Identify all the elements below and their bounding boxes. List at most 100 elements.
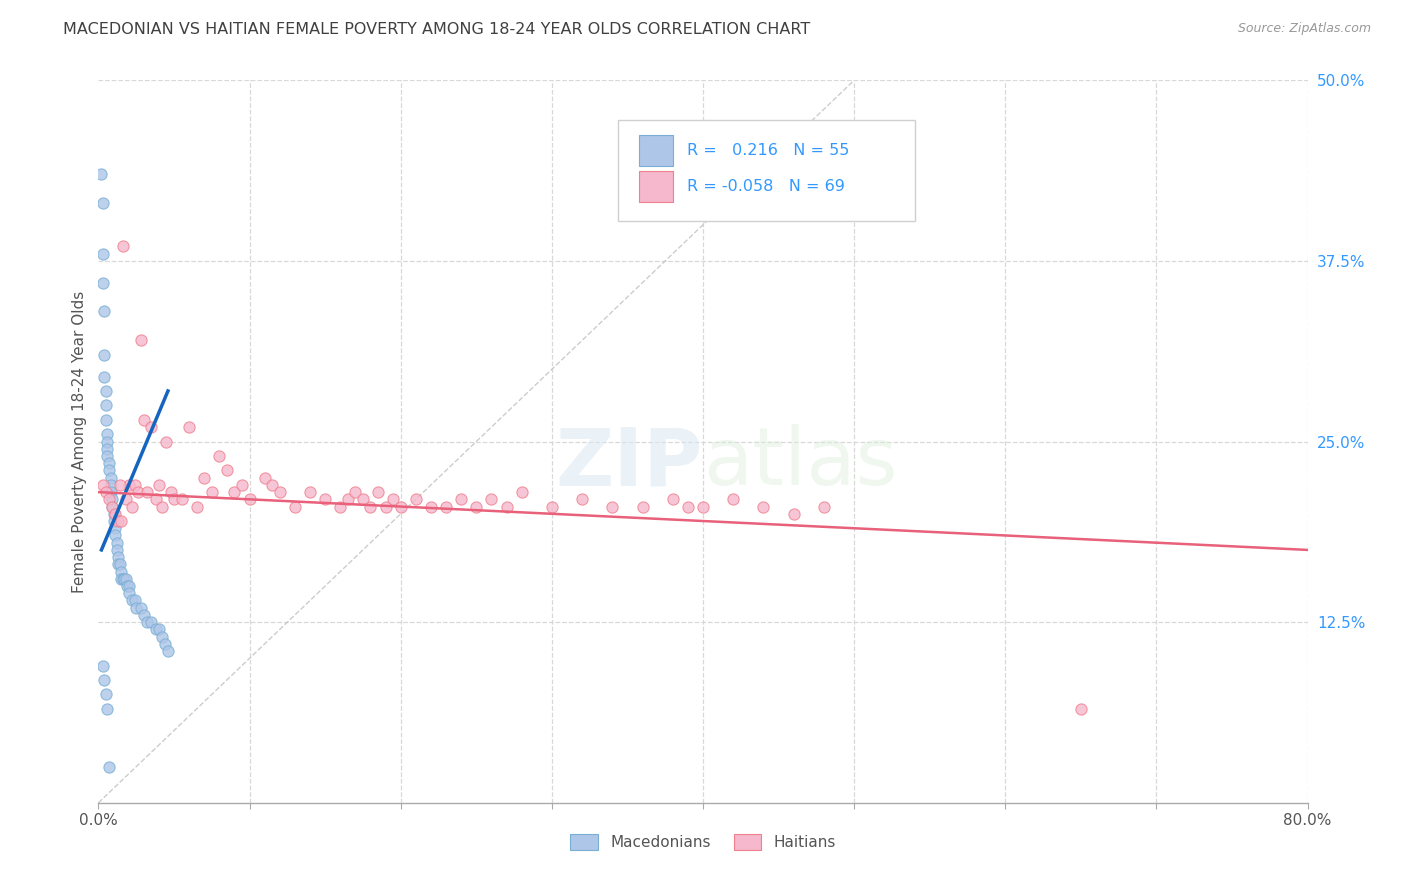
Point bbox=[148, 623, 170, 637]
Point bbox=[201, 485, 224, 500]
Point bbox=[253, 470, 276, 484]
Point bbox=[104, 507, 127, 521]
FancyBboxPatch shape bbox=[638, 171, 673, 202]
Text: ZIP: ZIP bbox=[555, 425, 703, 502]
Point bbox=[91, 658, 114, 673]
Point bbox=[723, 492, 745, 507]
Point bbox=[114, 572, 136, 586]
Point bbox=[96, 702, 118, 716]
Point bbox=[783, 507, 806, 521]
Point bbox=[101, 492, 124, 507]
Point bbox=[602, 500, 624, 514]
Point bbox=[224, 485, 246, 500]
Point bbox=[1070, 702, 1092, 716]
Point bbox=[98, 456, 121, 470]
Point bbox=[101, 500, 124, 514]
Point bbox=[96, 434, 118, 449]
Point bbox=[98, 760, 121, 774]
Point bbox=[98, 492, 121, 507]
Point bbox=[108, 558, 131, 572]
Point bbox=[434, 500, 457, 514]
Point bbox=[405, 492, 427, 507]
Point bbox=[129, 334, 152, 348]
Text: atlas: atlas bbox=[703, 425, 897, 502]
Point bbox=[115, 579, 138, 593]
Point bbox=[495, 500, 517, 514]
Point bbox=[153, 637, 176, 651]
Point bbox=[124, 593, 146, 607]
Point bbox=[163, 492, 186, 507]
Point bbox=[676, 500, 699, 514]
FancyBboxPatch shape bbox=[638, 136, 673, 166]
Point bbox=[93, 673, 115, 687]
Point bbox=[127, 485, 149, 500]
Point bbox=[101, 500, 124, 514]
Text: MACEDONIAN VS HAITIAN FEMALE POVERTY AMONG 18-24 YEAR OLDS CORRELATION CHART: MACEDONIAN VS HAITIAN FEMALE POVERTY AMO… bbox=[63, 22, 810, 37]
Point bbox=[94, 485, 117, 500]
Point bbox=[94, 384, 117, 398]
Point bbox=[121, 593, 143, 607]
Point bbox=[374, 500, 396, 514]
Point bbox=[104, 528, 127, 542]
Point bbox=[124, 478, 146, 492]
Point bbox=[111, 572, 134, 586]
Text: R =   0.216   N = 55: R = 0.216 N = 55 bbox=[688, 143, 849, 158]
Point bbox=[105, 535, 128, 549]
Point bbox=[135, 615, 157, 630]
Point bbox=[156, 644, 179, 658]
Point bbox=[239, 492, 262, 507]
Point bbox=[692, 500, 714, 514]
Point bbox=[193, 470, 215, 484]
Point bbox=[98, 463, 121, 477]
Point bbox=[208, 449, 231, 463]
Point bbox=[150, 630, 173, 644]
Point bbox=[114, 492, 136, 507]
Point bbox=[108, 478, 131, 492]
Point bbox=[336, 492, 359, 507]
Point bbox=[148, 478, 170, 492]
Point bbox=[135, 485, 157, 500]
Point bbox=[118, 478, 141, 492]
Point bbox=[107, 514, 129, 528]
Point bbox=[314, 492, 336, 507]
Point bbox=[661, 492, 683, 507]
Point bbox=[352, 492, 374, 507]
Point bbox=[382, 492, 405, 507]
Point bbox=[299, 485, 322, 500]
Point bbox=[145, 492, 167, 507]
Point bbox=[91, 246, 114, 260]
Point bbox=[111, 239, 134, 253]
Point bbox=[100, 470, 122, 484]
Point bbox=[262, 478, 284, 492]
Point bbox=[94, 413, 117, 427]
Point bbox=[481, 492, 503, 507]
Point bbox=[631, 500, 654, 514]
Point bbox=[329, 500, 352, 514]
Point bbox=[129, 600, 152, 615]
Point bbox=[367, 485, 389, 500]
Point bbox=[145, 623, 167, 637]
Point bbox=[752, 500, 775, 514]
Point bbox=[100, 485, 122, 500]
Point bbox=[96, 427, 118, 442]
Point bbox=[112, 572, 135, 586]
Point bbox=[100, 478, 122, 492]
Point bbox=[155, 434, 177, 449]
Point bbox=[91, 276, 114, 290]
Point bbox=[269, 485, 291, 500]
Point bbox=[103, 507, 125, 521]
Point bbox=[91, 478, 114, 492]
Point bbox=[121, 500, 143, 514]
Point bbox=[91, 196, 114, 211]
Point bbox=[110, 514, 132, 528]
Point bbox=[450, 492, 472, 507]
Point bbox=[132, 607, 155, 622]
Point bbox=[107, 550, 129, 565]
Y-axis label: Female Poverty Among 18-24 Year Olds: Female Poverty Among 18-24 Year Olds bbox=[72, 291, 87, 592]
Text: Source: ZipAtlas.com: Source: ZipAtlas.com bbox=[1237, 22, 1371, 36]
Point bbox=[96, 442, 118, 456]
Point bbox=[94, 398, 117, 412]
Text: R = -0.058   N = 69: R = -0.058 N = 69 bbox=[688, 179, 845, 194]
Point bbox=[110, 565, 132, 579]
Point bbox=[150, 500, 173, 514]
